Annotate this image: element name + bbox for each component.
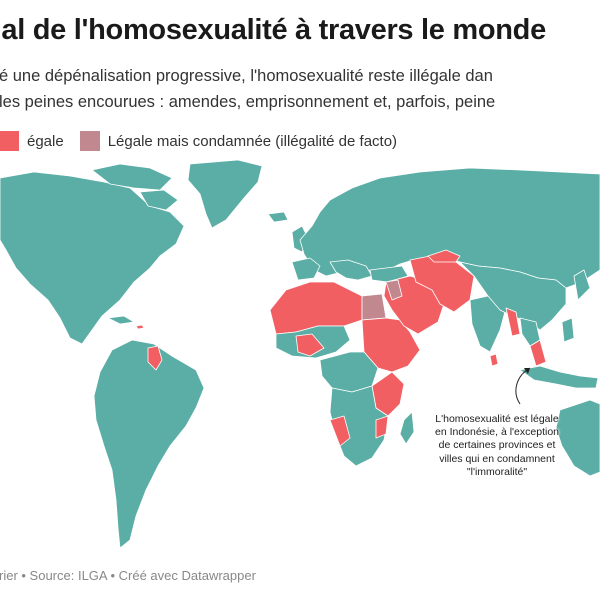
region-east-asia (459, 261, 567, 331)
region-southern-africa-illegal-1 (329, 415, 351, 447)
legend-swatch-de-facto (79, 131, 100, 151)
annotation-arrowhead (524, 368, 530, 374)
indonesia-annotation: L'homosexualité est légale en Indonésie,… (422, 413, 572, 479)
region-iberia (291, 257, 321, 281)
chart-description: é une dépénalisation progressive, l'homo… (0, 63, 495, 115)
region-south-america (93, 339, 205, 549)
region-arctic-islands-2 (139, 189, 179, 211)
annotation-line-1: L'homosexualité est légale (435, 413, 559, 425)
region-australia (555, 399, 600, 477)
legend-item-de-facto: Légale mais condamnée (illégalité de fac… (79, 131, 398, 151)
world-map (0, 159, 600, 549)
description-line-1: é une dépénalisation progressive, l'homo… (0, 67, 493, 85)
region-guyana (147, 345, 163, 371)
region-west-africa-illegal (295, 333, 325, 357)
legend: égale Légale mais condamnée (illégalité … (0, 131, 413, 151)
annotation-line-4: villes qui en condamnent (439, 452, 555, 465)
region-caribbean-islands (135, 324, 145, 330)
region-japan (573, 269, 591, 301)
region-madagascar (399, 411, 415, 445)
region-arctic-islands (91, 163, 173, 191)
region-sri-lanka (489, 353, 499, 367)
region-iceland (267, 211, 289, 223)
legend-swatch-illegal (0, 131, 19, 151)
description-line-2: les peines encourues : amendes, emprison… (0, 93, 496, 111)
region-central-africa (319, 351, 379, 393)
chart-title: gal de l'homosexualité à travers le mond… (0, 14, 546, 46)
legend-item-illegal: égale (0, 131, 64, 151)
source-footer: rier • Source: ILGA • Créé avec Datawrap… (0, 568, 256, 583)
region-central-asia (427, 249, 461, 263)
region-greenland (187, 159, 263, 229)
region-southern-europe (329, 259, 373, 281)
annotation-line-5: "l'immoralité" (466, 465, 528, 478)
region-myanmar (505, 307, 521, 337)
region-levant (385, 279, 403, 301)
region-southern-africa-illegal-2 (375, 415, 389, 439)
region-cuba (107, 315, 135, 325)
legend-label-de-facto: Légale mais condamnée (illégalité de fac… (107, 132, 398, 150)
region-egypt (361, 293, 387, 321)
legend-label-illegal: égale (27, 132, 64, 150)
region-philippines (561, 317, 575, 343)
region-indonesia (519, 365, 599, 389)
annotation-line-3: de certaines provinces et (438, 439, 556, 452)
region-southeast-asia (519, 317, 541, 347)
annotation-line-2: en Indonésie, à l'exception (434, 426, 559, 439)
